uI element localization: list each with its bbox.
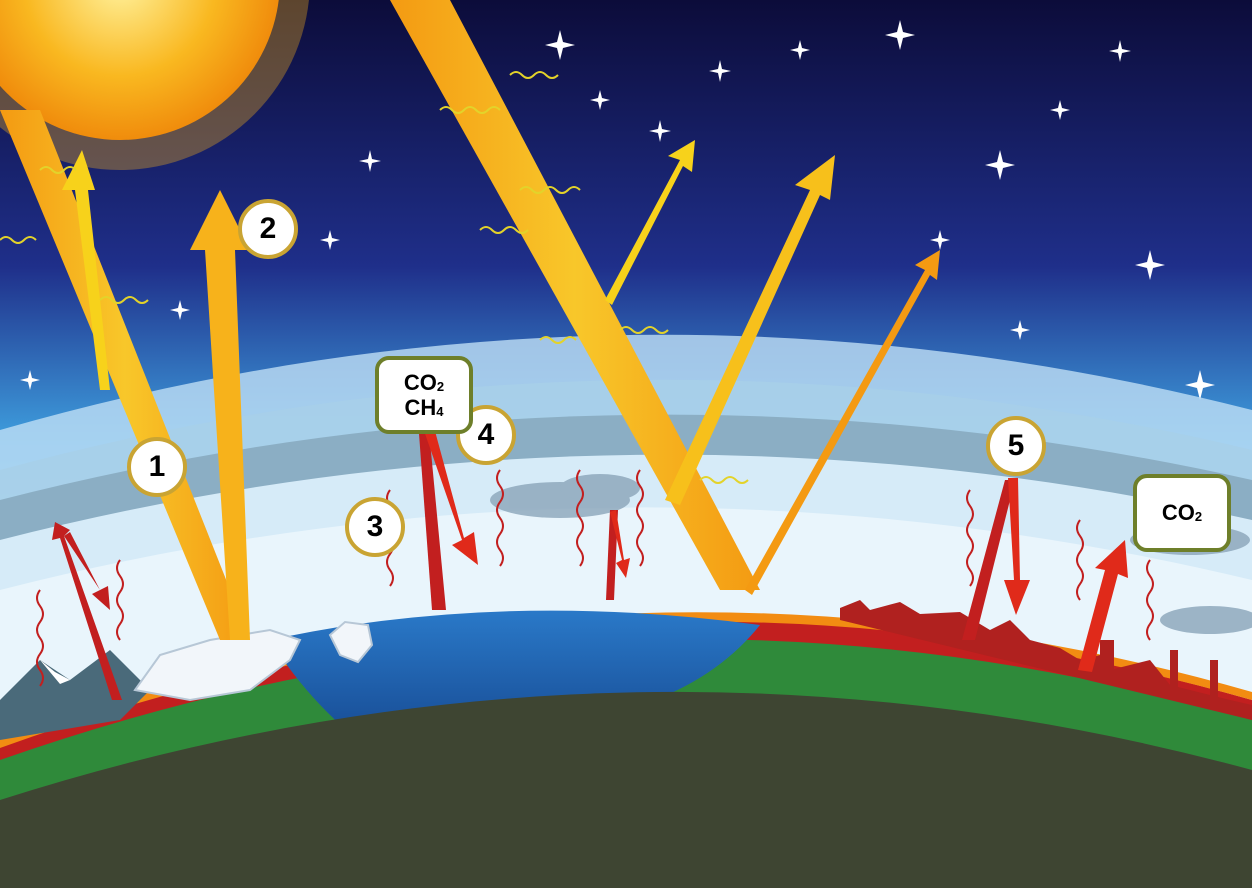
step-badge-1: 1	[127, 437, 187, 497]
gas-line-co2-industrial: CO2	[1161, 500, 1203, 526]
industrial-co2-label: CO2	[1133, 474, 1231, 552]
step-label-3: 3	[366, 510, 384, 543]
earth	[0, 610, 1252, 888]
step-badge-2: 2	[238, 199, 298, 259]
step-label-5: 5	[1007, 429, 1025, 462]
incoming-sunlight	[0, 0, 760, 640]
mountain-icon	[0, 650, 150, 740]
step-badge-5: 5	[986, 416, 1046, 476]
step-label-1: 1	[148, 450, 166, 483]
step-badge-3: 3	[345, 497, 405, 557]
star-icon	[20, 20, 1215, 400]
factory-skyline-icon	[840, 600, 1252, 720]
reflected-sunlight	[62, 140, 940, 640]
step-label-4: 4	[477, 418, 495, 451]
step-label-2: 2	[259, 212, 277, 245]
heat-arrows	[52, 420, 1128, 700]
gas-line-ch4: CH4	[404, 395, 444, 420]
infrared-waves	[0, 71, 749, 484]
sun-icon	[0, 0, 309, 170]
iceberg-icon	[133, 620, 374, 702]
greenhouse-gases-label: CO2 CH4	[375, 356, 473, 434]
gas-line-co2: CO2	[403, 369, 445, 395]
